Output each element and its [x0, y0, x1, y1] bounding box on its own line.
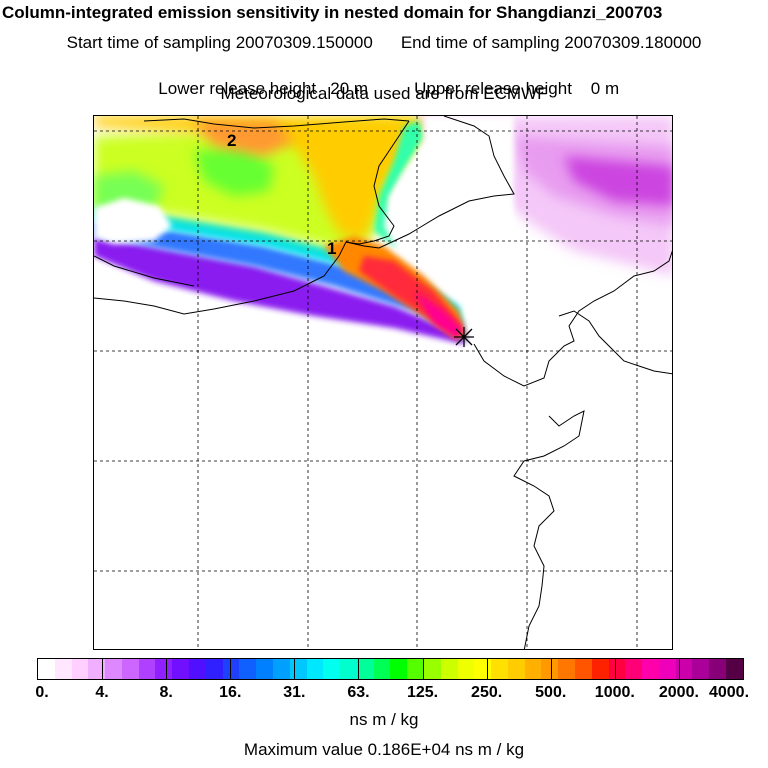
colorbar-tick-label: 63. — [347, 684, 370, 701]
colorbar-tick-label: 125. — [406, 684, 439, 701]
colorbar-tick-label: 31. — [283, 684, 306, 701]
colorbar-segment — [256, 659, 273, 679]
trajectory-label-1: 1 — [327, 239, 336, 258]
colorbar-segment — [272, 659, 290, 679]
colorbar-segment — [38, 659, 55, 679]
colorbar-segment — [373, 659, 391, 679]
colorbar-divider — [358, 659, 360, 679]
colorbar-divider — [166, 659, 168, 679]
colorbar-segment — [121, 659, 139, 679]
colorbar-units: ns m / kg — [349, 710, 419, 729]
colorbar-segment — [658, 659, 676, 679]
colorbar-segment — [105, 659, 122, 679]
colorbar-segment — [440, 659, 458, 679]
colorbar-segment — [407, 659, 424, 679]
colorbar-divider — [422, 659, 424, 679]
colorbar-segment — [541, 659, 559, 679]
maximum-value: Maximum value 0.186E+04 ns m / kg — [243, 740, 525, 759]
colorbar-divider — [102, 659, 104, 679]
lat-lon-grid — [94, 116, 672, 649]
colorbar-tick-label: 8. — [159, 684, 173, 701]
colorbar-tick-label: 4. — [95, 684, 109, 701]
lower-release-height: Lower release height 20 m — [158, 79, 369, 98]
colorbar-segment — [289, 659, 307, 679]
colorbar-divider — [486, 659, 488, 679]
colorbar-segment — [575, 659, 592, 679]
colorbar-segment — [340, 659, 357, 679]
colorbar-segment — [608, 659, 626, 679]
sampling-start: Start time of sampling 20070309.150000 — [66, 33, 373, 52]
colorbar-divider — [678, 659, 680, 679]
sensitivity-field — [94, 116, 672, 344]
colorbar-tick-label: 250. — [471, 684, 503, 701]
coastlines — [94, 116, 672, 649]
colorbar-segment — [239, 659, 257, 679]
colorbar-segment — [205, 659, 223, 679]
met-data-source: Meteorological data used are from ECMWF — [220, 84, 548, 103]
trajectory-label-2: 2 — [227, 131, 236, 150]
upper-release-height: Upper release height 0 m — [414, 79, 620, 98]
colorbar-divider — [614, 659, 616, 679]
colorbar-segment — [625, 659, 643, 679]
colorbar-segment — [423, 659, 441, 679]
colorbar-tick-label: 2000. — [658, 684, 699, 701]
receptor-star-marker — [454, 327, 474, 347]
colorbar-segment — [726, 659, 743, 679]
colorbar-segment — [507, 659, 525, 679]
colorbar-segment — [138, 659, 156, 679]
colorbar — [37, 658, 744, 680]
colorbar-segment — [457, 659, 475, 679]
colorbar-ticks: 0. 4. 8. 16. 31. 63. 125. 250. 500. 1000. 2000. 400… — [0, 684, 768, 704]
colorbar-segment — [88, 659, 106, 679]
colorbar-segment — [474, 659, 492, 679]
map-panel: 1 2 — [93, 115, 673, 650]
colorbar-segment — [54, 659, 72, 679]
release-heights: Lower release height 20 m Upper release h… — [0, 59, 768, 99]
sampling-times: Start time of sampling 20070309.150000 En… — [0, 33, 768, 53]
colorbar-segment — [155, 659, 173, 679]
colorbar-segment — [323, 659, 341, 679]
map-canvas: 1 2 — [94, 116, 672, 649]
colorbar-segment — [692, 659, 710, 679]
colorbar-segment — [390, 659, 408, 679]
colorbar-tick-label: 500. — [535, 684, 567, 701]
colorbar-segment — [71, 659, 89, 679]
colorbar-segment — [491, 659, 508, 679]
colorbar-tick-label: 1000. — [594, 684, 635, 701]
colorbar-tick-label: 4000. — [708, 684, 750, 701]
colorbar-segment — [306, 659, 324, 679]
colorbar-segment — [172, 659, 190, 679]
colorbar-segment — [709, 659, 727, 679]
colorbar-tick-label: 16. — [219, 684, 242, 701]
colorbar-divider — [550, 659, 552, 679]
colorbar-divider — [230, 659, 232, 679]
colorbar-segment — [591, 659, 609, 679]
colorbar-segment — [558, 659, 575, 679]
colorbar-segment — [524, 659, 542, 679]
plot-title: Column-integrated emission sensitivity i… — [2, 3, 663, 22]
colorbar-segment — [356, 659, 374, 679]
colorbar-segment — [189, 659, 206, 679]
colorbar-divider — [294, 659, 296, 679]
colorbar-tick-label: 0. — [35, 684, 49, 701]
sampling-end: End time of sampling 20070309.180000 — [400, 33, 702, 52]
colorbar-segment — [642, 659, 659, 679]
